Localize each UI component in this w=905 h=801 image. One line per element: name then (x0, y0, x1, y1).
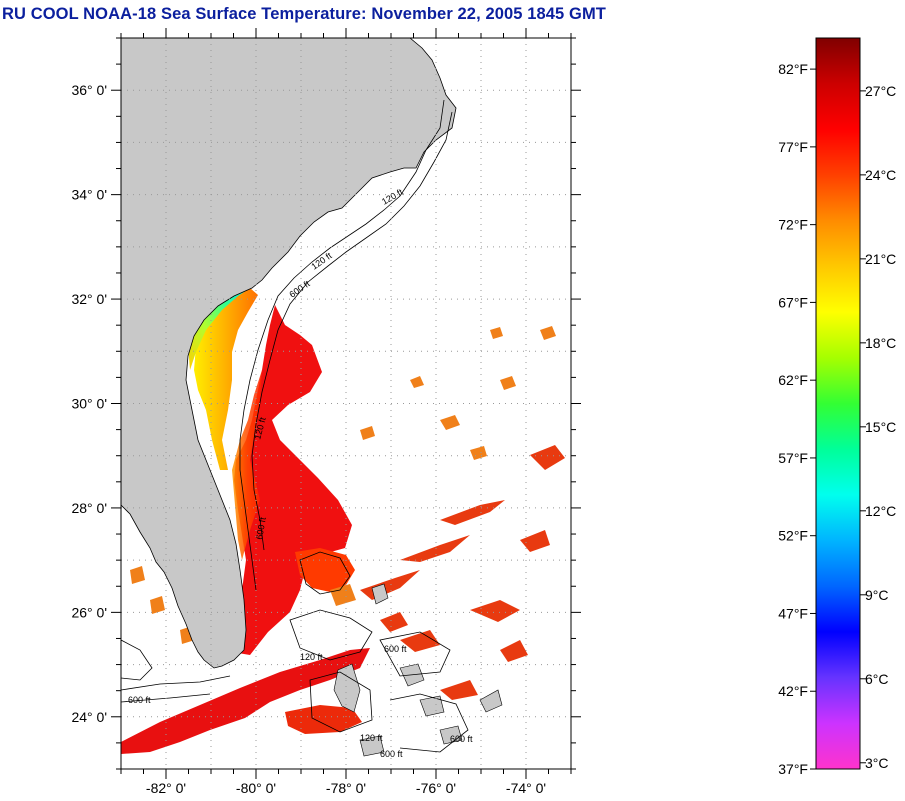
colorbar-f-label: 62°F (778, 372, 808, 388)
colorbar-c-label: 24°C (865, 167, 896, 183)
lon-label: -76° 0' (416, 780, 456, 796)
lat-label: 24° 0' (71, 709, 107, 725)
map-title: RU COOL NOAA-18 Sea Surface Temperature:… (2, 5, 606, 23)
map-plot-area: 120 ft 600 ft 120 ft 120 ft 600 ft 120 f… (121, 38, 571, 769)
isobath-label-120: 120 ft (360, 733, 383, 743)
lat-label: 34° 0' (71, 187, 107, 203)
colorbar-c-label: 6°C (865, 671, 889, 687)
lat-label: 36° 0' (71, 82, 107, 98)
cuba-north-warm-water (285, 705, 362, 734)
isobath-label-600: 600 ft (128, 695, 151, 705)
coastal-cool-water (194, 288, 258, 470)
colorbar-c-label: 3°C (865, 755, 889, 771)
colorbar-f-label: 37°F (778, 761, 808, 777)
isobath-label-600: 600 ft (384, 644, 407, 654)
lat-label: 26° 0' (71, 604, 107, 620)
latitude-labels: 36° 0' 34° 0' 32° 0' 30° 0' 28° 0' 26° 0' 24° … (71, 82, 107, 725)
isobath-label-120: 120 ft (300, 652, 323, 662)
lat-label: 28° 0' (71, 500, 107, 516)
lat-label: 32° 0' (71, 291, 107, 307)
bahamas-warm-patch (295, 548, 355, 592)
lon-label: -82° 0' (146, 780, 186, 796)
gulf-stream-shelf-edge (232, 370, 262, 560)
us-southeast-land (121, 38, 457, 669)
colorbar-c-label: 27°C (865, 83, 896, 99)
colorbar-f-label: 72°F (778, 217, 808, 233)
florida-straits-warm-water (121, 648, 370, 754)
isobath-label-600: 600 ft (380, 749, 403, 759)
isobath-contours (121, 99, 469, 753)
colorbar-fahrenheit-labels: 82°F 77°F 72°F 67°F 62°F 57°F 52°F 47°F 42°F 37°F (778, 61, 808, 777)
colorbar-ticks (810, 68, 866, 770)
colorbar-c-label: 21°C (865, 251, 896, 267)
colorbar-f-label: 82°F (778, 61, 808, 77)
isobath-label-600: 600 ft (450, 734, 473, 744)
colorbar-f-label: 52°F (778, 528, 808, 544)
colorbar-f-label: 67°F (778, 294, 808, 310)
longitude-labels: -82° 0' -80° 0' -78° 0' -76° 0' -74° 0' (146, 780, 546, 796)
colorbar (815, 37, 861, 770)
colorbar-c-label: 18°C (865, 335, 896, 351)
colorbar-c-label: 9°C (865, 587, 889, 603)
lon-label: -74° 0' (506, 780, 546, 796)
colorbar-celsius-labels: 27°C 24°C 21°C 18°C 15°C 12°C 9°C 6°C 3°C (865, 83, 896, 771)
colorbar-f-label: 77°F (778, 139, 808, 155)
colorbar-c-label: 15°C (865, 419, 896, 435)
colorbar-f-label: 47°F (778, 605, 808, 621)
lon-label: -78° 0' (326, 780, 366, 796)
axis-ticks (111, 28, 581, 779)
isobath-label-600: 600 ft (254, 516, 268, 540)
colorbar-f-label: 57°F (778, 450, 808, 466)
lat-label: 30° 0' (71, 396, 107, 412)
lon-label: -80° 0' (236, 780, 276, 796)
colorbar-c-label: 12°C (865, 503, 896, 519)
colorbar-f-label: 42°F (778, 683, 808, 699)
